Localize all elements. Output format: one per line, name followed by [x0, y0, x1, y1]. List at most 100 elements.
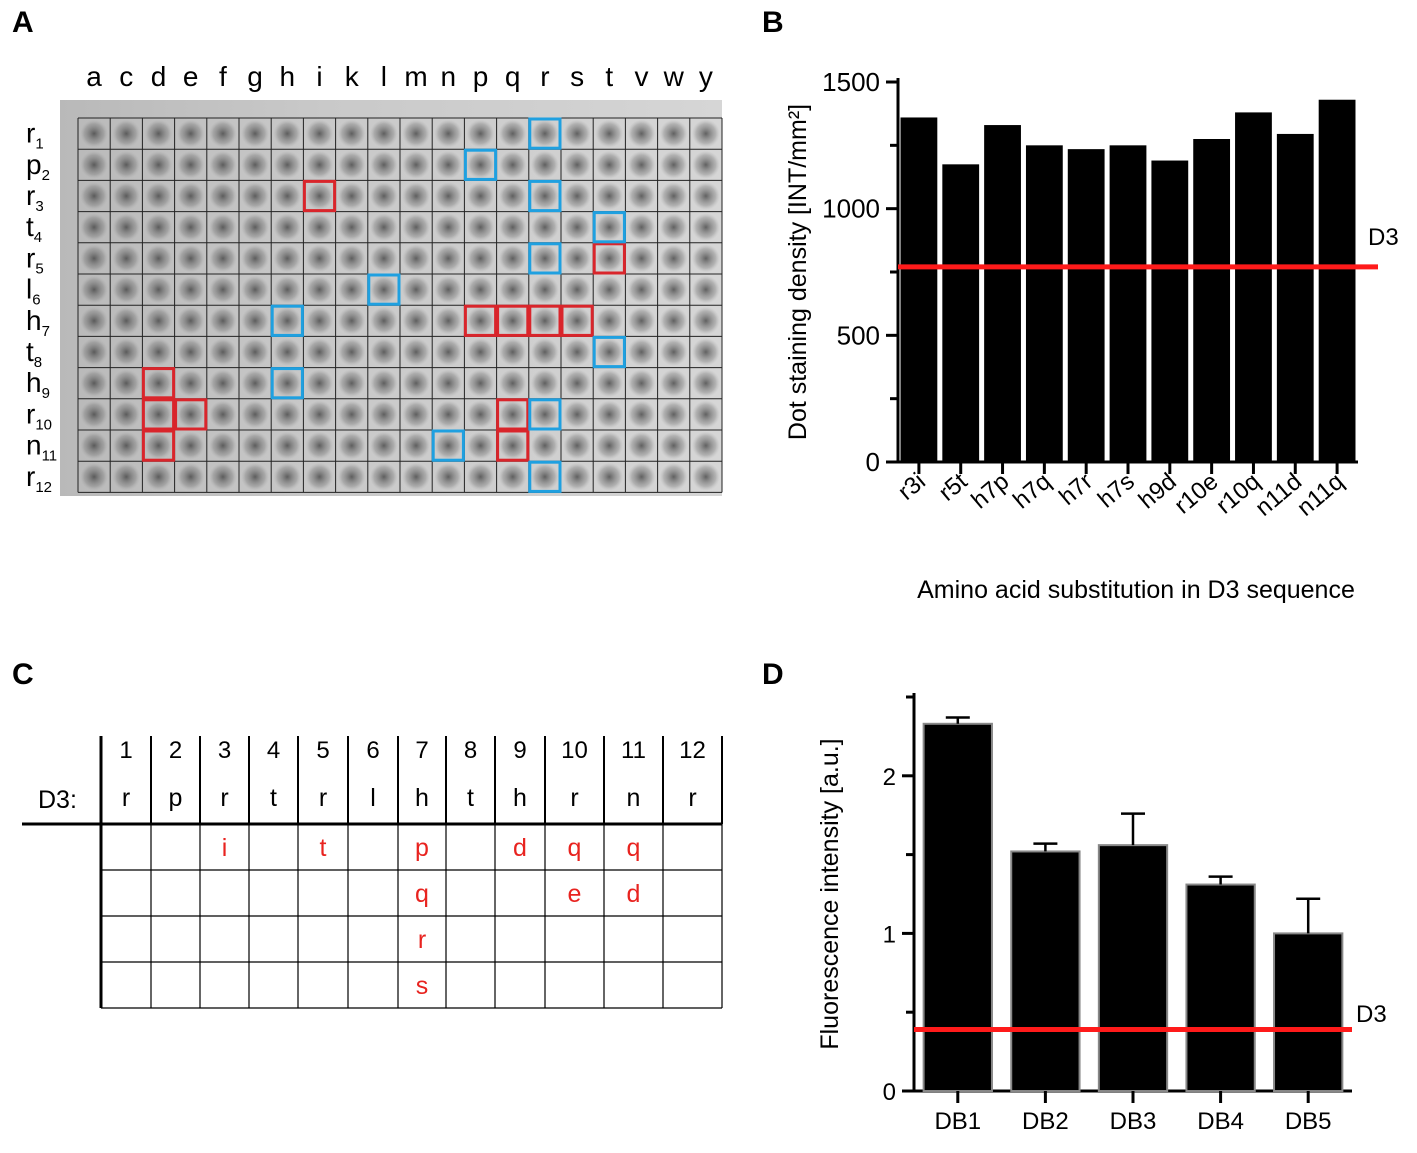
blot-spot — [337, 306, 366, 335]
blot-spot — [208, 338, 237, 366]
blot-spot — [241, 462, 270, 491]
blot-spot — [466, 369, 495, 398]
blot-spot — [563, 150, 592, 179]
blot-spot — [530, 213, 559, 242]
row-label-residue: h — [26, 305, 42, 336]
column-label: g — [247, 61, 263, 92]
blot-spot — [80, 306, 109, 335]
y-tick-label: 1500 — [822, 67, 880, 97]
blot-spot — [369, 369, 398, 398]
column-label: m — [404, 61, 427, 92]
blot-spot — [530, 150, 559, 179]
blot-spot — [466, 244, 495, 273]
blot-spot — [563, 213, 592, 242]
bar-h7r — [1067, 149, 1105, 462]
column-label: n — [441, 61, 457, 92]
row-label-residue: r — [26, 461, 35, 492]
blot-spot — [691, 150, 720, 179]
column-label: q — [505, 61, 521, 92]
blue-highlight-box — [270, 304, 304, 337]
x-tick-label: r3i — [893, 468, 931, 506]
blot-spot — [627, 244, 656, 273]
blue-highlight-box — [367, 273, 401, 306]
blue-highlight-box — [592, 335, 626, 369]
blot-spot — [208, 431, 237, 460]
blot-spot — [498, 338, 527, 366]
blot-spot — [337, 213, 366, 242]
blot-spot — [241, 275, 270, 304]
blot-spot — [273, 431, 302, 460]
sequence-residue: n — [627, 784, 641, 812]
blot-spot — [112, 213, 141, 242]
blot-spot — [176, 275, 205, 304]
y-axis-label: Fluorescence intensity [a.u.] — [816, 738, 844, 1049]
blot-spot — [176, 119, 205, 148]
blot-spot — [434, 119, 463, 148]
sequence-residue: r — [570, 784, 578, 812]
chart-d-reference-label: D3 — [1356, 1001, 1387, 1028]
blot-spot — [305, 400, 334, 429]
row-label-position: 4 — [34, 229, 42, 246]
blot-spot — [337, 431, 366, 460]
blot-spot — [176, 182, 205, 210]
blot-spot — [530, 182, 559, 210]
chart-b-reference-label: D3 — [1368, 224, 1399, 251]
blot-spot — [305, 119, 334, 148]
blot-spot — [337, 150, 366, 179]
row-label: r10 — [26, 398, 52, 433]
blot-spot — [273, 400, 302, 429]
y-tick-label: 0 — [883, 1079, 896, 1106]
blot-spot — [563, 431, 592, 460]
blot-spot — [627, 338, 656, 366]
blot-spot — [144, 338, 173, 366]
x-tick-label: h7r — [1054, 468, 1098, 511]
blot-spot — [176, 306, 205, 335]
sequence-residue: p — [169, 784, 183, 812]
column-label: e — [183, 61, 199, 92]
blot-spot — [627, 431, 656, 460]
blot-spot — [466, 213, 495, 242]
blot-spot — [659, 462, 688, 491]
blot-spot — [434, 431, 463, 460]
blot-spot — [691, 338, 720, 366]
row-label: h9 — [26, 367, 50, 402]
blot-spot — [80, 182, 109, 210]
row-label-position: 7 — [42, 323, 50, 340]
blot-spot — [434, 306, 463, 335]
x-tick-label: DB4 — [1197, 1108, 1244, 1135]
blot-spot — [402, 400, 431, 429]
blot-spot — [530, 306, 559, 335]
blot-spot — [208, 119, 237, 148]
column-label: f — [219, 61, 227, 92]
blot-spot — [337, 338, 366, 366]
blot-spot — [241, 150, 270, 179]
blot-spot — [595, 400, 624, 429]
blot-spot — [466, 182, 495, 210]
x-tick-label: n11q — [1292, 468, 1349, 522]
bar-DB4 — [1185, 883, 1256, 1092]
blot-spot — [112, 244, 141, 273]
bar-r10q — [1235, 112, 1272, 463]
blot-spot — [691, 400, 720, 429]
row-label-residue: r — [26, 180, 35, 211]
bar-h9d — [1151, 160, 1189, 463]
bar-DB2 — [1010, 850, 1081, 1092]
blot-spot — [402, 119, 431, 148]
blot-spot — [80, 275, 109, 304]
column-label: c — [119, 61, 133, 92]
sequence-residue: r — [122, 784, 130, 812]
position-number: 10 — [561, 737, 588, 764]
blot-spot — [80, 462, 109, 491]
blot-spot — [402, 275, 431, 304]
blot-spot — [498, 431, 527, 460]
blot-spot — [402, 150, 431, 179]
substitution-cell: i — [222, 834, 228, 862]
panel-letter-d: D — [762, 658, 784, 691]
panel-letter-a: A — [12, 6, 34, 39]
y-tick-label: 500 — [837, 320, 880, 350]
position-number: 11 — [621, 737, 646, 764]
red-highlight-box — [141, 398, 176, 431]
blot-spot — [176, 462, 205, 491]
blot-spot — [112, 306, 141, 335]
row-label-position: 5 — [35, 260, 43, 277]
